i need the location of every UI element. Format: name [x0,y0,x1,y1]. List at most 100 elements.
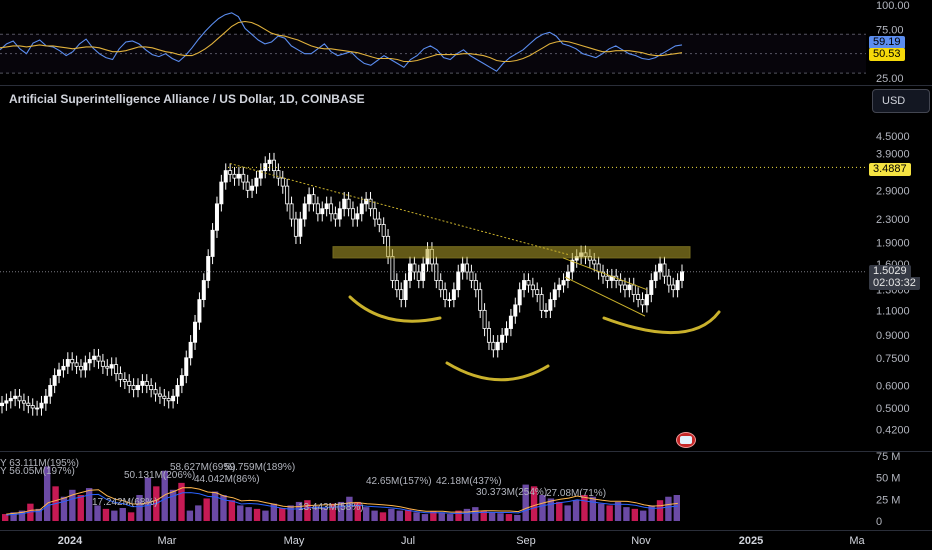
price-tick-label: 3.9000 [876,149,910,161]
volume-bar [2,514,9,521]
candle-body [350,208,355,220]
volume-bar [388,508,395,521]
candle-body [57,369,62,376]
candle-body [495,341,500,351]
volume-bar [18,510,26,521]
candle-body [469,271,474,281]
volume-bar [94,505,101,521]
volume-bar [228,500,236,521]
candle-body [394,280,399,291]
currency-button[interactable]: USD [872,89,930,113]
volume-annotation-label: 50.131M(206%) [124,470,195,481]
candle-body [311,194,316,205]
candle-body [508,315,513,329]
candle-body [109,364,114,369]
volume-bar [598,503,605,521]
volume-bar [530,486,538,521]
channel-lower-line [564,276,646,317]
volume-bar [614,501,622,521]
candle-body [535,289,540,295]
candle-body [631,284,636,295]
candle-body [644,294,649,306]
time-axis-separator [0,530,932,531]
candle-body [263,163,268,172]
volume-bar [514,514,521,521]
left-shoulder-arc [348,295,442,323]
candle-body [201,280,206,300]
rsi-tick-label: 25.00 [876,73,904,85]
candle-body [526,280,531,286]
time-tick-label: 2025 [739,535,763,547]
volume-annotation-label: 30.373M(254%) [476,487,547,498]
price-tick-label: 0.6000 [876,380,910,392]
volume-bar [127,512,135,521]
grid-lines [0,33,866,74]
candle-body [342,198,347,210]
candle-body [298,218,303,237]
right-shoulder-arc [602,310,721,335]
candle-body [368,198,373,210]
volume-bar [337,501,345,521]
high-level-badge: 3.4887 [869,163,911,176]
candle-body [552,289,557,300]
volume-bar [463,508,471,521]
candle-body [175,385,180,397]
candle-body [184,357,189,376]
volume-annotation-label: 17.242M(68%) [92,497,158,508]
volume-tick-label: 50 M [876,473,900,485]
rsi-panel [0,12,683,72]
channel-upper-line [562,257,648,291]
candle-body [52,375,57,386]
volume-bar [77,495,84,521]
rsi-band [0,34,866,74]
volume-bar [279,508,286,521]
volume-bar [472,507,479,521]
axis-labels: 100.0075.0050.0025.004.50003.90002.90002… [0,0,910,547]
candle-body [500,334,505,343]
candle-body [280,177,285,187]
volume-bar [631,508,639,521]
volume-bar [144,477,152,521]
volume-tick-label: 0 [876,516,882,528]
price-tick-label: 4.5000 [876,131,910,143]
candle-body [267,159,272,164]
volume-bar [589,496,597,521]
candle-body [219,181,224,205]
volume-bar [346,496,353,521]
candle-body [359,203,364,215]
volume-annotation-label: 42.18M(437%) [436,476,502,487]
volume-bar [413,512,420,521]
candle-body [596,263,601,273]
volume-bar [329,503,336,521]
candle-body [236,173,241,179]
volume-bar [211,491,219,521]
volume-bar [69,489,76,521]
price-tick-label: 1.9000 [876,238,910,250]
head-arc [445,361,550,382]
candle-body [666,275,671,286]
candle-body [570,259,575,273]
us-flag-icon[interactable] [676,432,696,448]
volume-bar [505,514,513,521]
volume-bar [446,514,454,521]
candle-body [70,359,75,364]
candle-body [416,271,421,281]
candle-body [35,407,40,410]
volume-bar [102,508,110,521]
volume-bar [438,512,445,521]
candle-body [122,378,127,382]
candle-body [447,299,452,301]
volume-bar [581,495,588,521]
candle-body [329,203,334,215]
volume-bar [60,496,68,521]
volume-bar [169,489,177,521]
candle-body [513,304,518,317]
candle-body [228,170,233,175]
candle-body [21,400,26,404]
volume-bar [656,500,664,521]
volume-bar [186,510,194,521]
price-tick-label: 1.1000 [876,305,910,317]
volume-tick-label: 25 M [876,494,900,506]
